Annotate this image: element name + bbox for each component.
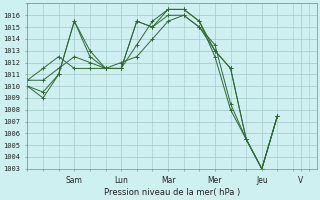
X-axis label: Pression niveau de la mer( hPa ): Pression niveau de la mer( hPa ) bbox=[104, 188, 240, 197]
